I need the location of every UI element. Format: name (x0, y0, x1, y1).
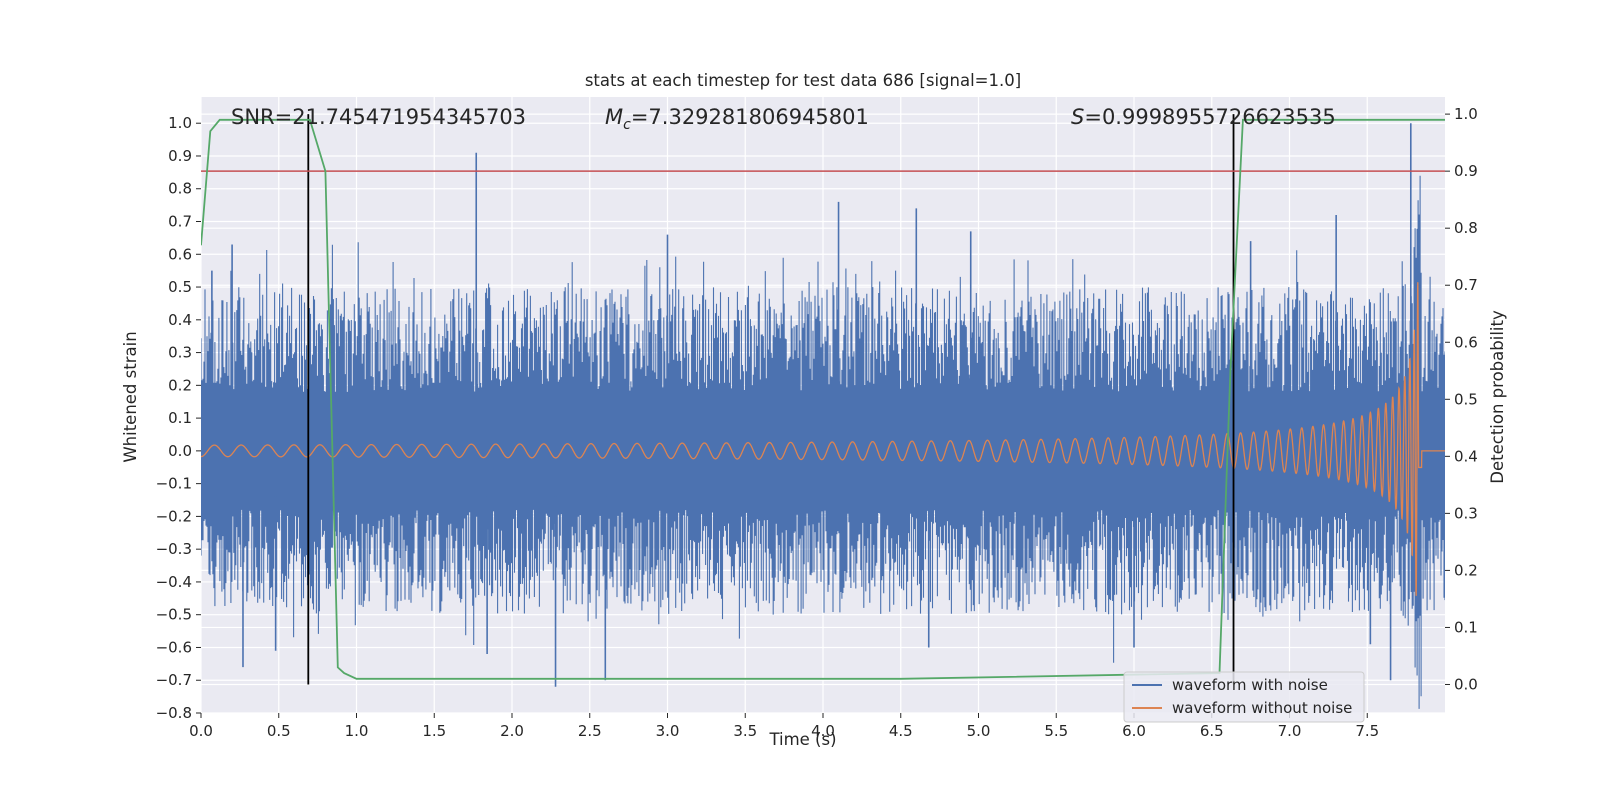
y-tick-label: −0.6 (156, 638, 192, 656)
y-right-tick-label: 0.8 (1454, 219, 1478, 237)
legend: waveform with noise waveform without noi… (1123, 671, 1365, 723)
series-waveform-without-noise (201, 282, 1445, 596)
y-right-tick-label: 1.0 (1454, 105, 1478, 123)
y-right-tick-label: 0.7 (1454, 276, 1478, 294)
y-tick-label: −0.8 (156, 704, 192, 722)
y-axis-label-right: Detection probability (1488, 310, 1507, 484)
chirp-mass-symbol: M (605, 105, 623, 129)
s-value: =0.9998955726623535 (1084, 105, 1335, 129)
left-axis: 1.0 0.9 0.8 0.7 0.6 0.5 0.4 0.3 0.2 0.1 0.0 −0.1 −0.… (156, 114, 201, 722)
y-tick-label: −0.5 (156, 606, 192, 624)
y-right-tick-label: 0.6 (1454, 333, 1478, 351)
x-tick-label: 0.5 (267, 722, 291, 740)
y-tick-label: −0.2 (156, 507, 192, 525)
y-tick-label: 0.0 (168, 442, 192, 460)
y-tick-label: −0.7 (156, 671, 192, 689)
y-tick-label: −0.1 (156, 475, 192, 493)
x-tick-label: 1.5 (422, 722, 446, 740)
x-tick-label: 2.5 (578, 722, 602, 740)
x-tick-label: 4.0 (811, 722, 835, 740)
y-tick-label: 0.5 (168, 278, 192, 296)
x-tick-label: 3.5 (733, 722, 757, 740)
y-tick-label: 0.4 (168, 311, 192, 329)
x-tick-label: 5.0 (967, 722, 991, 740)
noisy-waveform-core (201, 405, 1445, 497)
x-tick-label: 6.0 (1122, 722, 1146, 740)
y-tick-label: 0.9 (168, 147, 192, 165)
chirp-mass-subscript: c (623, 117, 631, 133)
y-tick-label: 1.0 (168, 114, 192, 132)
x-axis-label: Time (s) (768, 730, 836, 749)
x-tick-label: 0.0 (189, 722, 213, 740)
x-tick-label: 3.0 (656, 722, 680, 740)
detection-markers (307, 114, 1235, 685)
x-axis: 0.0 0.5 1.0 1.5 2.0 2.5 3.0 3.5 4.0 4.5 5.0 5.5 6.0 6… (189, 713, 1379, 740)
y-tick-label: 0.1 (168, 409, 192, 427)
y-tick-label: 0.8 (168, 180, 192, 198)
y-right-tick-label: 0.3 (1454, 504, 1478, 522)
y-tick-label: −0.4 (156, 573, 192, 591)
y-tick-label: −0.3 (156, 540, 192, 558)
s-annotation: S=0.9998955726623535 (1071, 105, 1336, 129)
series-detection-probability (201, 118, 1445, 680)
clean-waveform-line (201, 282, 1445, 596)
y-right-tick-label: 0.4 (1454, 447, 1478, 465)
y-tick-label: 0.6 (168, 245, 192, 263)
y-axis-label: Whitened strain (121, 331, 140, 462)
s-symbol: S (1071, 105, 1084, 129)
x-tick-label: 5.5 (1044, 722, 1068, 740)
y-right-tick-label: 0.5 (1454, 390, 1478, 408)
y-tick-label: 0.2 (168, 376, 192, 394)
plot-content (201, 114, 1445, 709)
y-right-tick-label: 0.1 (1454, 618, 1478, 636)
y-tick-label: 0.7 (168, 213, 192, 231)
right-axis: 1.0 0.9 0.8 0.7 0.6 0.5 0.4 0.3 0.2 0.1 0.0 (1445, 105, 1478, 693)
x-tick-label: 2.0 (500, 722, 524, 740)
chart-title: stats at each timestep for test data 686… (585, 71, 1021, 90)
legend-item-waveform-without-noise: waveform without noise (1172, 699, 1352, 717)
snr-annotation: SNR=21.745471954345703 (231, 105, 526, 129)
x-tick-label: 7.5 (1355, 722, 1379, 740)
detection-probability-line (201, 118, 1445, 680)
y-right-tick-label: 0.9 (1454, 162, 1478, 180)
x-tick-label: 7.0 (1278, 722, 1302, 740)
x-tick-label: 6.5 (1200, 722, 1224, 740)
legend-item-waveform-with-noise: waveform with noise (1172, 676, 1328, 694)
chirp-mass-annotation: Mc=7.329281806945801 (605, 105, 869, 133)
x-tick-label: 1.0 (345, 722, 369, 740)
y-right-tick-label: 0.0 (1454, 675, 1478, 693)
chirp-mass-value: =7.329281806945801 (631, 105, 869, 129)
y-right-tick-label: 0.2 (1454, 561, 1478, 579)
y-tick-label: 0.3 (168, 344, 192, 362)
legend-box (1123, 671, 1365, 723)
x-tick-label: 4.5 (889, 722, 913, 740)
